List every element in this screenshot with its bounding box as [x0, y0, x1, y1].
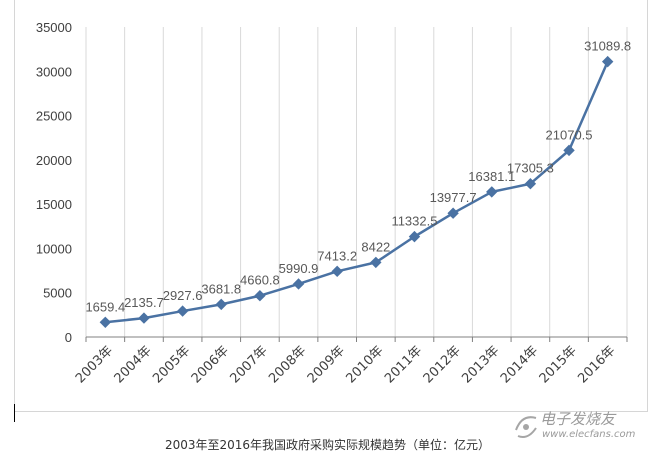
data-point-marker: [447, 207, 459, 219]
data-label: 5990.9: [279, 261, 319, 276]
series-layer: [99, 55, 614, 329]
data-point-marker: [486, 186, 498, 198]
data-label: 11332.5: [391, 214, 437, 229]
data-label: 3681.8: [201, 281, 241, 296]
data-label: 17305.3: [507, 161, 554, 176]
line-chart: 0 5000 10000 15000 20000 25000 30000 35000 2003年…: [36, 20, 631, 386]
y-tick-label: 15000: [36, 197, 72, 212]
watermark-cn: 电子发烧友: [540, 410, 616, 428]
data-label: 7413.2: [317, 248, 357, 263]
data-point-marker: [254, 290, 266, 302]
data-label: 2927.6: [163, 288, 203, 303]
x-tick-label: 2016年: [575, 343, 618, 386]
y-tick-label: 30000: [36, 64, 72, 79]
y-tick-label: 35000: [36, 20, 72, 35]
x-tick-label: 2011年: [382, 343, 425, 386]
data-point-marker: [601, 55, 614, 68]
watermark-en: www.elecfans.com: [542, 429, 636, 440]
data-label: 21070.5: [546, 127, 593, 142]
data-label: 2135.7: [124, 295, 164, 310]
x-tick-label: 2009年: [305, 343, 348, 386]
x-tick-label: 2012年: [421, 343, 464, 386]
data-point-marker: [215, 298, 227, 311]
grid-layer: [85, 27, 628, 337]
data-point-marker: [524, 178, 537, 190]
x-tick-label: 2004年: [112, 343, 155, 386]
data-point-marker: [99, 316, 112, 329]
data-label: 4660.8: [240, 273, 280, 288]
y-tick-label: 20000: [36, 153, 72, 168]
data-point-marker: [563, 144, 575, 157]
data-label: 13977.7: [430, 190, 477, 205]
x-tick-label: 2015年: [537, 343, 580, 386]
watermark-logo: 电子发烧友 www.elecfans.com: [512, 408, 652, 444]
chart-caption: 2003年至2016年我国政府采购实际规模趋势（单位：亿元）: [164, 438, 491, 452]
data-point-marker: [176, 305, 189, 317]
x-tick-label: 2003年: [73, 343, 116, 386]
y-tick-label: 25000: [36, 109, 72, 124]
y-tick-label: 0: [65, 330, 72, 345]
x-tick-label: 2006年: [189, 343, 232, 386]
x-tick-label: 2010年: [343, 343, 386, 386]
x-tick-label: 2014年: [498, 343, 541, 386]
data-point-marker: [370, 256, 382, 269]
chart-frame: [14, 0, 648, 412]
data-point-marker: [331, 265, 343, 278]
y-tick-label: 5000: [43, 286, 72, 301]
data-label: 8422: [361, 239, 390, 254]
label-layer: 1659.42135.72927.63681.84660.85990.97413…: [85, 39, 631, 315]
data-label: 16381.1: [468, 169, 515, 184]
x-tick-label: 2005年: [150, 343, 193, 386]
data-point-marker: [408, 230, 421, 243]
data-point-marker: [138, 312, 150, 324]
x-tick-label: 2007年: [228, 343, 271, 386]
series-line: [105, 61, 609, 324]
y-tick-label: 10000: [36, 241, 72, 256]
text-cursor: [14, 404, 15, 422]
x-tick-label: 2013年: [459, 343, 502, 386]
data-label: 1659.4: [85, 299, 125, 314]
watermark-icon: [515, 416, 537, 438]
x-tick-label: 2008年: [266, 343, 309, 386]
data-point-marker: [292, 278, 305, 290]
data-label: 31089.8: [584, 39, 631, 54]
